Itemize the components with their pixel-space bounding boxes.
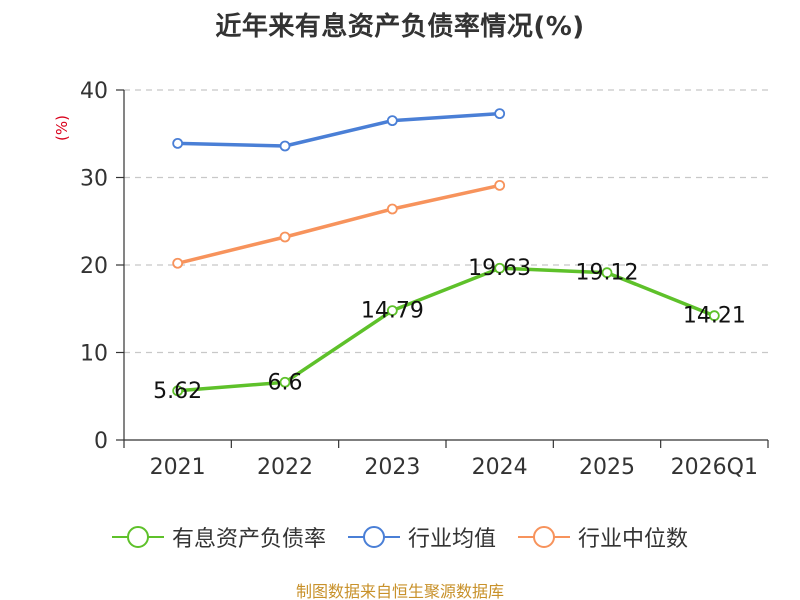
grid-layer [124, 89, 768, 354]
x-tick-label: 2021 [150, 455, 206, 480]
legend-item[interactable]: 有息资产负债率 [111, 521, 326, 553]
data-label: 14.79 [361, 299, 424, 324]
series-point-1 [494, 108, 506, 120]
series-point-0 [494, 262, 506, 274]
series-point-0 [172, 385, 184, 397]
series-point-1 [386, 115, 398, 127]
series-point-2 [386, 203, 398, 215]
series-point-1 [279, 140, 291, 152]
legend-swatch [111, 525, 164, 549]
axis-layer: 0 10 20 30 40 2021 2022 2023 2024 2025 2026Q1 [80, 79, 769, 480]
legend-label: 有息资产负债率 [171, 527, 326, 552]
legend-swatch-dot [362, 526, 385, 548]
series-point-0 [386, 305, 398, 316]
data-label: 5.62 [153, 379, 202, 404]
y-tick-label: 30 [80, 167, 108, 192]
legend-label: 行业均值 [407, 527, 496, 552]
y-tick-label: 40 [80, 79, 108, 104]
x-tick-label: 2026Q1 [671, 455, 758, 480]
legend-swatch [518, 525, 570, 549]
x-tick-label: 2024 [472, 455, 528, 480]
data-label: 19.63 [468, 256, 531, 281]
legend-label: 行业中位数 [578, 527, 689, 552]
series-point-2 [172, 257, 184, 269]
x-tick-label: 2022 [257, 455, 313, 480]
series-point-0 [279, 376, 291, 388]
series-point-2 [279, 231, 291, 243]
legend-item[interactable]: 行业均值 [347, 521, 496, 553]
source-note: 制图数据来自恒生聚源数据库 [295, 582, 504, 600]
series-line-2 [175, 183, 502, 266]
legend-swatch-dot [126, 526, 149, 548]
label-layer: 5.62 6.6 14.79 19.63 19.12 14.21 [153, 256, 746, 404]
series-point-2 [494, 179, 506, 191]
legend-swatch-dot [533, 526, 555, 548]
chart-title: 近年来有息资产负债率情况(%) [215, 12, 585, 42]
series-point-0 [708, 310, 720, 322]
data-label: 6.6 [268, 370, 303, 395]
x-tick-label: 2025 [579, 455, 635, 480]
y-tick-label: 10 [80, 342, 108, 367]
legend: 有息资产负债率 行业均值 行业中位数 [0, 520, 800, 554]
data-label: 19.12 [576, 261, 639, 286]
legend-swatch [347, 525, 400, 549]
series-layer [172, 108, 720, 397]
series-line-0 [175, 266, 717, 393]
series-point-1 [172, 137, 184, 149]
x-tick-label: 2023 [364, 455, 420, 480]
legend-item[interactable]: 行业中位数 [518, 521, 688, 553]
series-line-1 [175, 111, 502, 148]
data-label: 14.21 [683, 304, 746, 329]
series-point-0 [601, 267, 613, 279]
y-tick-label: 20 [80, 254, 108, 279]
y-tick-label: 0 [94, 429, 108, 454]
